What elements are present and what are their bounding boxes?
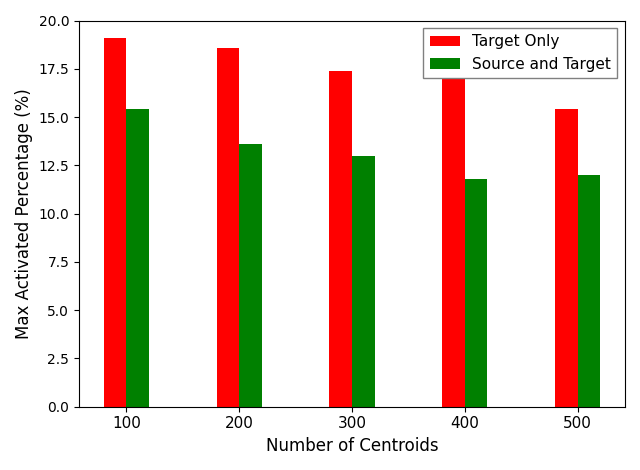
Bar <box>578 175 600 407</box>
Bar <box>442 69 465 407</box>
Bar <box>104 38 127 407</box>
Bar <box>352 156 374 407</box>
Bar <box>330 70 352 407</box>
Bar <box>127 110 149 407</box>
X-axis label: Number of Centroids: Number of Centroids <box>266 437 438 455</box>
Bar <box>465 179 488 407</box>
Bar <box>555 110 578 407</box>
Legend: Target Only, Source and Target: Target Only, Source and Target <box>424 28 618 78</box>
Bar <box>217 47 239 407</box>
Y-axis label: Max Activated Percentage (%): Max Activated Percentage (%) <box>15 88 33 339</box>
Bar <box>239 144 262 407</box>
